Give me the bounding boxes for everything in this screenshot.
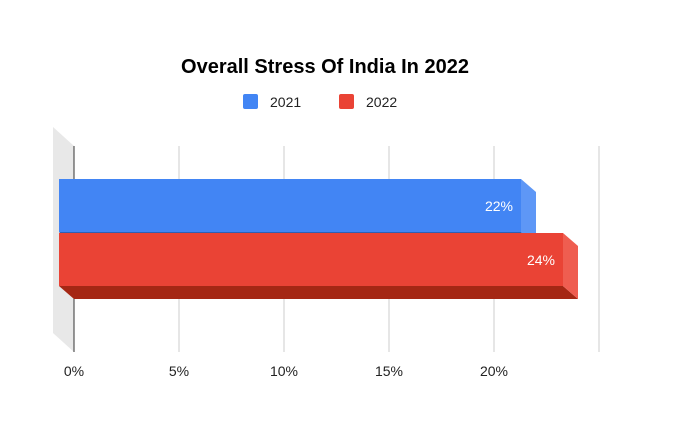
data-label: 24%	[527, 252, 555, 268]
legend: 2021 2022	[243, 94, 397, 110]
bars: 22% 24%	[59, 179, 578, 299]
x-tick-label: 20%	[480, 363, 508, 379]
chart-title: Overall Stress Of India In 2022	[181, 56, 469, 78]
data-label: 22%	[485, 198, 513, 214]
legend-label-2022: 2022	[366, 94, 397, 110]
x-tick-label: 15%	[375, 363, 403, 379]
legend-label-2021: 2021	[270, 94, 301, 110]
x-axis-ticks: 0% 5% 10% 15% 20%	[64, 363, 508, 379]
legend-swatch-2022	[339, 94, 354, 109]
legend-swatch-2021	[243, 94, 258, 109]
x-tick-label: 0%	[64, 363, 84, 379]
x-tick-label: 5%	[169, 363, 189, 379]
bar-bottom-face	[59, 286, 578, 299]
bar-side-face	[521, 179, 536, 245]
bar-2022: 24%	[59, 233, 578, 299]
bar-side-face	[563, 233, 578, 299]
bar-front-face	[59, 179, 521, 232]
bar-front-face	[59, 233, 563, 286]
x-tick-label: 10%	[270, 363, 298, 379]
